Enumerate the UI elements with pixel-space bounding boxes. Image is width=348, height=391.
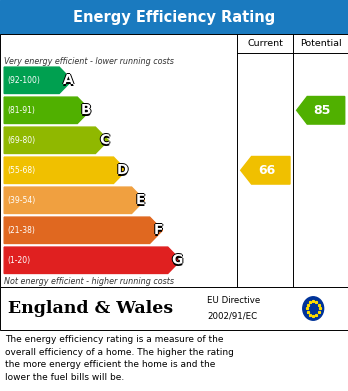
Text: E: E xyxy=(136,193,145,207)
Text: D: D xyxy=(117,165,128,179)
Text: B: B xyxy=(81,103,92,117)
Polygon shape xyxy=(4,157,126,183)
Text: C: C xyxy=(98,133,109,147)
Text: C: C xyxy=(100,133,111,147)
Text: A: A xyxy=(62,73,72,87)
Text: C: C xyxy=(99,135,110,149)
Text: 66: 66 xyxy=(258,164,275,177)
Text: C: C xyxy=(99,133,110,147)
Text: A: A xyxy=(63,75,73,89)
Text: B: B xyxy=(81,102,92,116)
Text: F: F xyxy=(154,223,164,237)
Text: Very energy efficient - lower running costs: Very energy efficient - lower running co… xyxy=(4,57,174,66)
Text: D: D xyxy=(116,163,127,177)
Polygon shape xyxy=(4,127,108,154)
Text: D: D xyxy=(118,163,129,177)
Polygon shape xyxy=(4,247,181,273)
Text: The energy efficiency rating is a measure of the
overall efficiency of a home. T: The energy efficiency rating is a measur… xyxy=(5,335,234,382)
Bar xyxy=(0,287,348,330)
Bar xyxy=(0,34,348,287)
Text: (1-20): (1-20) xyxy=(8,256,31,265)
Polygon shape xyxy=(4,97,90,124)
Text: A: A xyxy=(63,73,73,87)
Text: 85: 85 xyxy=(313,104,331,117)
Text: (21-38): (21-38) xyxy=(8,226,35,235)
Text: B: B xyxy=(80,103,90,117)
Text: A: A xyxy=(64,73,74,87)
Polygon shape xyxy=(4,217,163,244)
Text: E: E xyxy=(137,193,147,207)
Text: (92-100): (92-100) xyxy=(8,76,40,85)
Text: E: E xyxy=(136,195,145,209)
Text: 2002/91/EC: 2002/91/EC xyxy=(207,312,257,321)
Text: C: C xyxy=(99,132,110,146)
Text: Energy Efficiency Rating: Energy Efficiency Rating xyxy=(73,9,275,25)
Text: G: G xyxy=(171,255,182,269)
Circle shape xyxy=(303,297,324,320)
Text: D: D xyxy=(117,162,128,176)
Polygon shape xyxy=(4,187,144,213)
Text: F: F xyxy=(154,222,164,236)
Text: England & Wales: England & Wales xyxy=(8,300,173,317)
Text: B: B xyxy=(82,103,93,117)
Text: F: F xyxy=(155,223,165,237)
Text: F: F xyxy=(153,223,163,237)
Text: Potential: Potential xyxy=(300,39,341,48)
Text: Not energy efficient - higher running costs: Not energy efficient - higher running co… xyxy=(4,277,174,287)
Text: (55-68): (55-68) xyxy=(8,166,36,175)
Text: D: D xyxy=(117,163,128,177)
Text: Current: Current xyxy=(247,39,283,48)
Text: G: G xyxy=(171,253,182,267)
Polygon shape xyxy=(4,67,72,93)
Text: G: G xyxy=(171,252,182,266)
Text: E: E xyxy=(136,192,145,206)
Polygon shape xyxy=(241,156,290,184)
Text: A: A xyxy=(63,72,73,86)
Text: G: G xyxy=(172,253,183,267)
Text: EU Directive: EU Directive xyxy=(207,296,260,305)
Text: (69-80): (69-80) xyxy=(8,136,36,145)
Text: B: B xyxy=(81,105,92,119)
Text: G: G xyxy=(170,253,181,267)
Text: F: F xyxy=(154,225,164,239)
Polygon shape xyxy=(296,97,345,124)
Bar xyxy=(0,0,348,34)
Text: (81-91): (81-91) xyxy=(8,106,35,115)
Text: E: E xyxy=(135,193,144,207)
Text: (39-54): (39-54) xyxy=(8,196,36,205)
